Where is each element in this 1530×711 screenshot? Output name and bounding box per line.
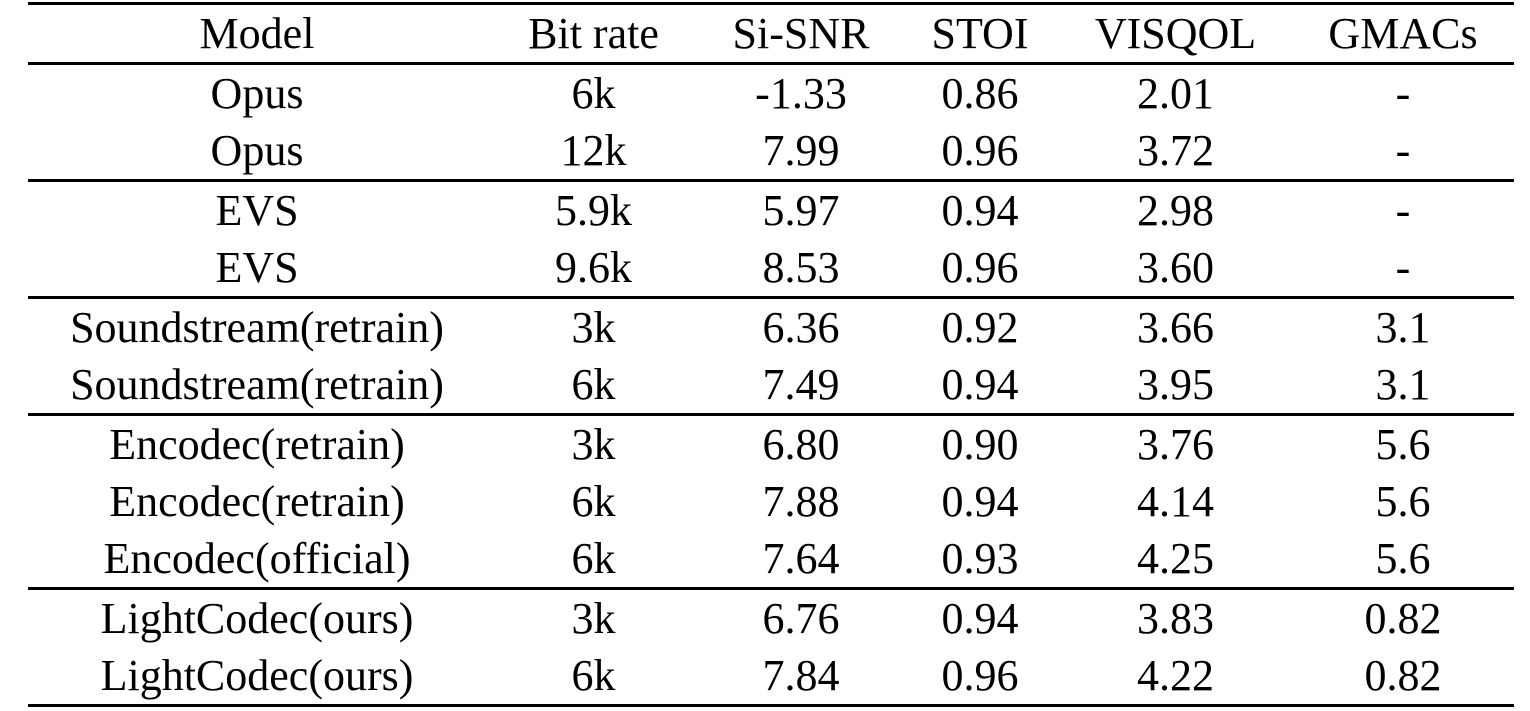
- table-cell-gmacs: 5.6: [1375, 533, 1431, 583]
- table-cell-visqol: 3.60: [1137, 242, 1214, 292]
- table-cell-stoi: 0.93: [941, 533, 1019, 583]
- table-cell-si-snr: 7.99: [762, 125, 840, 175]
- table-cell-gmacs: 3.1: [1375, 359, 1431, 409]
- table-cell-si-snr: -1.33: [755, 68, 847, 118]
- table-cell-si-snr: 7.88: [762, 476, 840, 526]
- table-cell-stoi: 0.96: [941, 125, 1019, 175]
- table-cell-si-snr: 7.49: [762, 359, 840, 409]
- table-row-group: Encodec(retrain) 3k 6.80 0.90 3.76 5.6 Encodec…: [28, 414, 1514, 589]
- table-row: Soundstream(retrain) 6k 7.49 0.94 3.95 3.1: [28, 356, 1514, 415]
- col-header-model: Model: [199, 8, 315, 58]
- table-cell-model: Encodec(retrain): [109, 476, 405, 526]
- table-cell-model: EVS: [215, 242, 299, 292]
- table-cell-visqol: 2.01: [1137, 68, 1214, 118]
- table-cell-gmacs: 5.6: [1375, 476, 1431, 526]
- table-cell-gmacs: -: [1395, 185, 1411, 235]
- table-cell-visqol: 3.76: [1137, 419, 1214, 469]
- table-cell-gmacs: 5.6: [1375, 419, 1431, 469]
- table-cell-stoi: 0.92: [941, 302, 1019, 352]
- table-cell-bit-rate: 6k: [571, 68, 616, 118]
- col-header-si-snr: Si-SNR: [732, 8, 870, 58]
- table-row-group: EVS 5.9k 5.97 0.94 2.98 - EVS 9.6k 8.53 0.96 3.60 -: [28, 180, 1514, 298]
- table-cell-visqol: 3.95: [1137, 359, 1214, 409]
- table-row: LightCodec(ours) 6k 7.84 0.96 4.22 0.82: [28, 647, 1514, 706]
- table-cell-stoi: 0.90: [941, 419, 1019, 469]
- table-row: LightCodec(ours) 3k 6.76 0.94 3.83 0.82: [28, 589, 1514, 648]
- table-cell-stoi: 0.96: [941, 242, 1019, 292]
- table-row: Opus 6k -1.33 0.86 2.01 -: [28, 64, 1514, 123]
- table-row: Encodec(official) 6k 7.64 0.93 4.25 5.6: [28, 530, 1514, 589]
- table-row: Encodec(retrain) 6k 7.88 0.94 4.14 5.6: [28, 473, 1514, 530]
- table-cell-model: Encodec(official): [103, 533, 411, 583]
- table-row-group: Opus 6k -1.33 0.86 2.01 - Opus 12k 7.99 0.96 3.72 -: [28, 63, 1514, 181]
- table-cell-si-snr: 6.76: [762, 593, 840, 643]
- table-cell-bit-rate: 3k: [571, 419, 616, 469]
- table-cell-model: LightCodec(ours): [100, 593, 414, 643]
- table-cell-gmacs: -: [1395, 242, 1411, 292]
- col-header-visqol: VISQOL: [1094, 8, 1257, 58]
- table-header: Model Bit rate Si-SNR STOI VISQOL GMACs: [28, 4, 1514, 64]
- table-cell-visqol: 2.98: [1137, 185, 1214, 235]
- table-cell-si-snr: 7.64: [762, 533, 840, 583]
- table-cell-si-snr: 6.36: [762, 302, 840, 352]
- table-cell-gmacs: 0.82: [1364, 593, 1442, 643]
- table-cell-bit-rate: 9.6k: [555, 242, 632, 292]
- table-row: Soundstream(retrain) 3k 6.36 0.92 3.66 3.1: [28, 298, 1514, 357]
- table-row: Encodec(retrain) 3k 6.80 0.90 3.76 5.6: [28, 415, 1514, 474]
- table-cell-gmacs: -: [1395, 125, 1411, 175]
- table-cell-stoi: 0.94: [941, 476, 1019, 526]
- table-cell-bit-rate: 6k: [571, 359, 616, 409]
- table-cell-visqol: 3.72: [1137, 125, 1214, 175]
- col-header-gmacs: GMACs: [1328, 8, 1478, 58]
- table-row: Opus 12k 7.99 0.96 3.72 -: [28, 122, 1514, 181]
- table-cell-stoi: 0.94: [941, 359, 1019, 409]
- table-cell-stoi: 0.94: [941, 185, 1019, 235]
- table-cell-bit-rate: 12k: [560, 125, 627, 175]
- table-cell-stoi: 0.94: [941, 593, 1019, 643]
- table-cell-bit-rate: 3k: [571, 593, 616, 643]
- table-cell-model: EVS: [215, 185, 299, 235]
- table-cell-visqol: 3.83: [1137, 593, 1214, 643]
- table-cell-gmacs: 3.1: [1375, 302, 1431, 352]
- table-cell-gmacs: 0.82: [1364, 650, 1442, 700]
- table-row: EVS 9.6k 8.53 0.96 3.60 -: [28, 239, 1514, 298]
- table-cell-model: Soundstream(retrain): [70, 302, 444, 352]
- table-cell-visqol: 4.25: [1137, 533, 1214, 583]
- table-cell-si-snr: 7.84: [762, 650, 840, 700]
- results-table: Model Bit rate Si-SNR STOI VISQOL GMACs …: [28, 2, 1514, 707]
- table-row: EVS 5.9k 5.97 0.94 2.98 -: [28, 181, 1514, 240]
- header-row: Model Bit rate Si-SNR STOI VISQOL GMACs: [28, 4, 1514, 64]
- table-cell-model: Encodec(retrain): [109, 419, 405, 469]
- table-cell-bit-rate: 6k: [571, 650, 616, 700]
- col-header-stoi: STOI: [931, 8, 1029, 58]
- col-header-bit-rate: Bit rate: [528, 8, 659, 58]
- table-cell-stoi: 0.96: [941, 650, 1019, 700]
- table-row-group: LightCodec(ours) 3k 6.76 0.94 3.83 0.82 LightC…: [28, 588, 1514, 706]
- table-cell-visqol: 4.14: [1137, 476, 1214, 526]
- table-cell-si-snr: 6.80: [762, 419, 840, 469]
- table-cell-model: Soundstream(retrain): [70, 359, 444, 409]
- table-cell-bit-rate: 6k: [571, 476, 616, 526]
- table-cell-bit-rate: 5.9k: [555, 185, 632, 235]
- table-cell-visqol: 4.22: [1137, 650, 1214, 700]
- table-cell-si-snr: 8.53: [762, 242, 840, 292]
- table-cell-stoi: 0.86: [941, 68, 1019, 118]
- table-cell-gmacs: -: [1395, 68, 1411, 118]
- table-cell-model: LightCodec(ours): [100, 650, 414, 700]
- table-cell-bit-rate: 6k: [571, 533, 616, 583]
- table-cell-bit-rate: 3k: [571, 302, 616, 352]
- table-row-group: Soundstream(retrain) 3k 6.36 0.92 3.66 3.1 Sou…: [28, 297, 1514, 415]
- table-cell-model: Opus: [210, 125, 304, 175]
- table-cell-visqol: 3.66: [1137, 302, 1214, 352]
- table-cell-si-snr: 5.97: [762, 185, 840, 235]
- table-cell-model: Opus: [210, 68, 304, 118]
